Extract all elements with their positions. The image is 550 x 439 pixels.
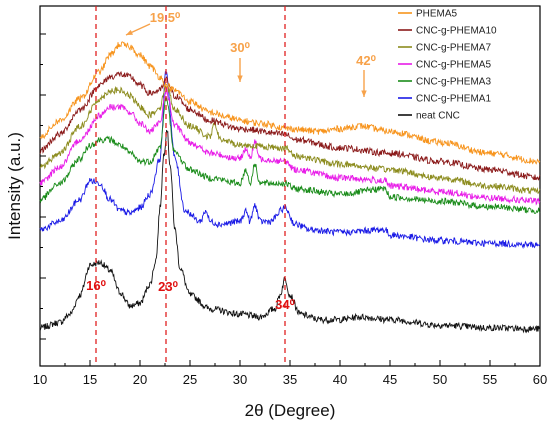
x-tick-label: 45 [383,372,397,387]
x-tick-label: 55 [483,372,497,387]
series-line-cnc-g-phema10 [39,70,541,181]
annotation-label: 42⁰ [356,53,376,68]
x-tick-label: 60 [533,372,547,387]
x-tick-label: 35 [283,372,297,387]
annotation-label: 23⁰ [158,279,178,294]
legend: PHEMA5 CNC-g-PHEMA10 CNC-g-PHEMA7 CNC-g-PHE… [398,9,497,122]
annotation-arrowhead [361,90,367,97]
series-line-cnc-g-phema7 [39,84,541,195]
annotation-arrowhead [126,29,133,35]
series-line-cnc-g-phema3 [39,97,541,214]
x-tick-label: 25 [183,372,197,387]
legend-label-phema5: PHEMA5 [416,9,458,20]
y-axis-title: Intensity (a.u.) [5,132,24,240]
legend-label-cnc-g-phema7: CNC-g-PHEMA7 [416,43,491,54]
legend-label-cnc-g-phema5: CNC-g-PHEMA5 [416,60,491,71]
reference-lines [95,6,286,366]
x-tick-label: 10 [33,372,47,387]
annotations: 19.5⁰ 30⁰ 42⁰ 16⁰ 23⁰ 34⁰ [86,10,376,312]
x-ticks: 10 15 20 25 30 35 40 45 50 55 60 [33,360,547,387]
series-line-phema5 [39,41,541,165]
series-line-neat-cnc [39,129,541,334]
annotation-label: 16⁰ [86,278,106,293]
x-tick-label: 30 [233,372,247,387]
annotation-label: 34⁰ [275,297,295,312]
plot-area [39,5,541,367]
series-line-cnc-g-phema5 [39,87,541,206]
y-ticks [40,33,46,340]
legend-label-cnc-g-phema3: CNC-g-PHEMA3 [416,77,491,88]
series-line-cnc-g-phema1 [39,71,541,250]
annotation-label: 30⁰ [230,40,250,55]
series-layer [39,41,541,334]
annotation-label: 19.5⁰ [150,10,181,25]
annotation-arrowhead [237,75,243,82]
x-tick-label: 15 [83,372,97,387]
legend-label-neat-cnc: neat CNC [416,111,460,122]
x-tick-label: 20 [133,372,147,387]
legend-label-cnc-g-phema10: CNC-g-PHEMA10 [416,26,497,37]
x-tick-label: 40 [333,372,347,387]
legend-label-cnc-g-phema1: CNC-g-PHEMA1 [416,94,491,105]
x-axis-title: 2θ (Degree) [245,401,336,420]
x-tick-label: 50 [433,372,447,387]
